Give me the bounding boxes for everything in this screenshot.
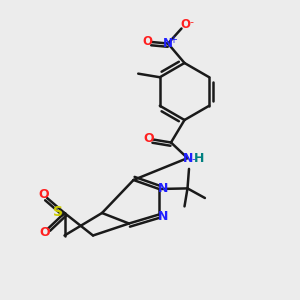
Text: -: - — [192, 154, 196, 164]
Text: H: H — [194, 152, 204, 166]
Text: N: N — [158, 210, 168, 224]
Text: O: O — [39, 226, 50, 239]
Text: O: O — [180, 18, 190, 32]
Text: O: O — [143, 132, 154, 146]
Text: O: O — [38, 188, 49, 201]
Text: +: + — [169, 35, 177, 45]
Text: N: N — [158, 182, 168, 195]
Text: N: N — [183, 152, 193, 165]
Text: S: S — [53, 206, 63, 219]
Text: O: O — [142, 35, 152, 48]
Text: -: - — [189, 17, 193, 28]
Text: N: N — [163, 37, 173, 50]
